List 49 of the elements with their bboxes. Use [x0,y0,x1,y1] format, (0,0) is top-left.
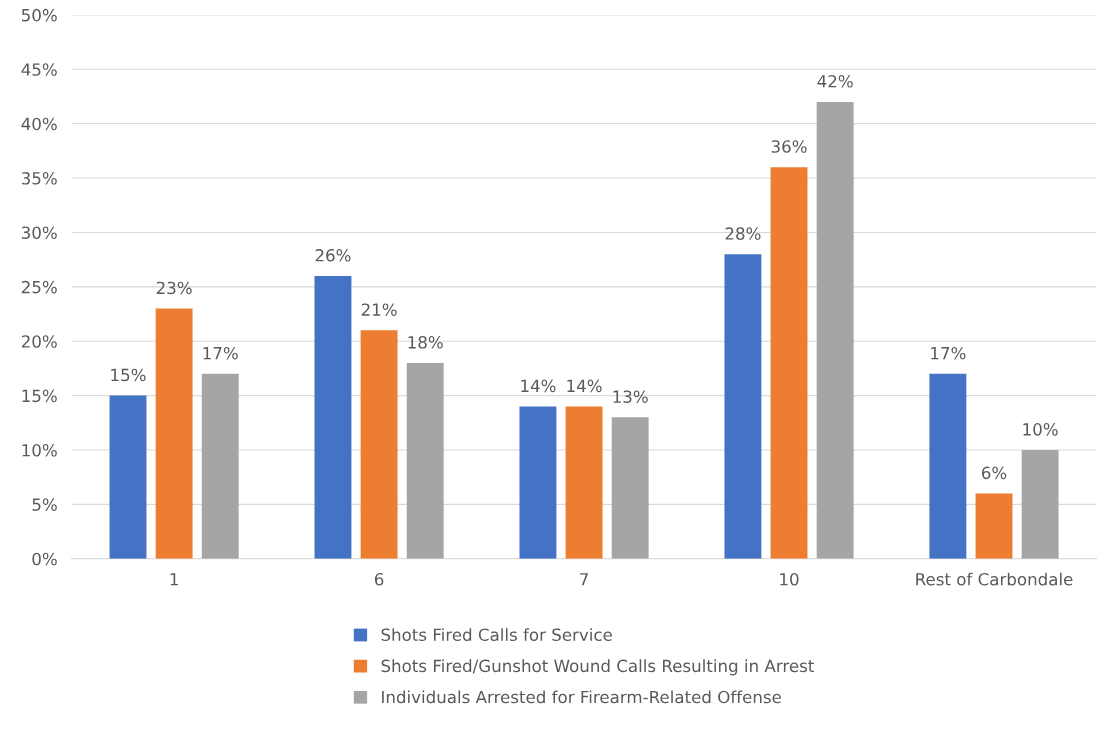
bar [406,362,444,559]
data-label: 36% [771,140,807,153]
data-label: 42% [817,74,853,88]
data-label: 14% [521,379,556,393]
bar [519,406,557,559]
bar [770,167,808,559]
y-tick-label: 10% [22,443,57,457]
x-tick-label: 6 [374,572,384,586]
bar [611,417,649,559]
data-label: 17% [931,346,966,360]
x-tick-label: 1 [170,573,178,586]
y-tick-label: 35% [21,172,57,185]
data-label: 13% [613,390,648,404]
y-tick-label: 45% [21,63,57,76]
bar [360,330,398,559]
data-label: 10% [1023,423,1058,436]
bar [565,406,603,559]
y-tick-label: 40% [21,117,57,131]
legend-label: Shots Fired/Gunshot Wound Calls Resulting in Arrest [381,659,814,676]
data-label: 26% [315,249,351,262]
bar [724,254,762,559]
bar [816,101,854,559]
bar [155,308,193,559]
y-tick-label: 5% [32,498,57,511]
legend-label: Shots Fired Calls for Service [381,628,612,642]
y-tick-label: 20% [21,335,57,348]
data-label: 23% [156,281,192,295]
x-tick-label: 7 [580,573,588,586]
bar [929,373,967,559]
data-label: 17% [203,346,238,360]
bar [975,493,1013,559]
data-label: 14% [567,379,602,393]
bar [201,373,239,559]
x-tick-label: 10 [780,572,799,586]
y-tick-label: 15% [22,389,57,403]
bar [314,275,352,559]
data-label: 15% [111,368,146,382]
data-label: 6% [981,466,1007,480]
data-label: 18% [408,336,443,349]
data-label: 21% [361,303,397,316]
y-tick-label: 50% [21,8,57,22]
data-label: 28% [725,227,761,240]
bar [109,395,147,559]
x-tick-label: Rest of Carbondale [916,572,1073,586]
y-tick-label: 0% [32,552,57,566]
bar [1021,449,1059,559]
y-tick-label: 30% [21,226,57,240]
y-tick-label: 25% [21,280,57,294]
legend-label: Individuals Arrested for Firearm-Related Offense [382,690,781,704]
